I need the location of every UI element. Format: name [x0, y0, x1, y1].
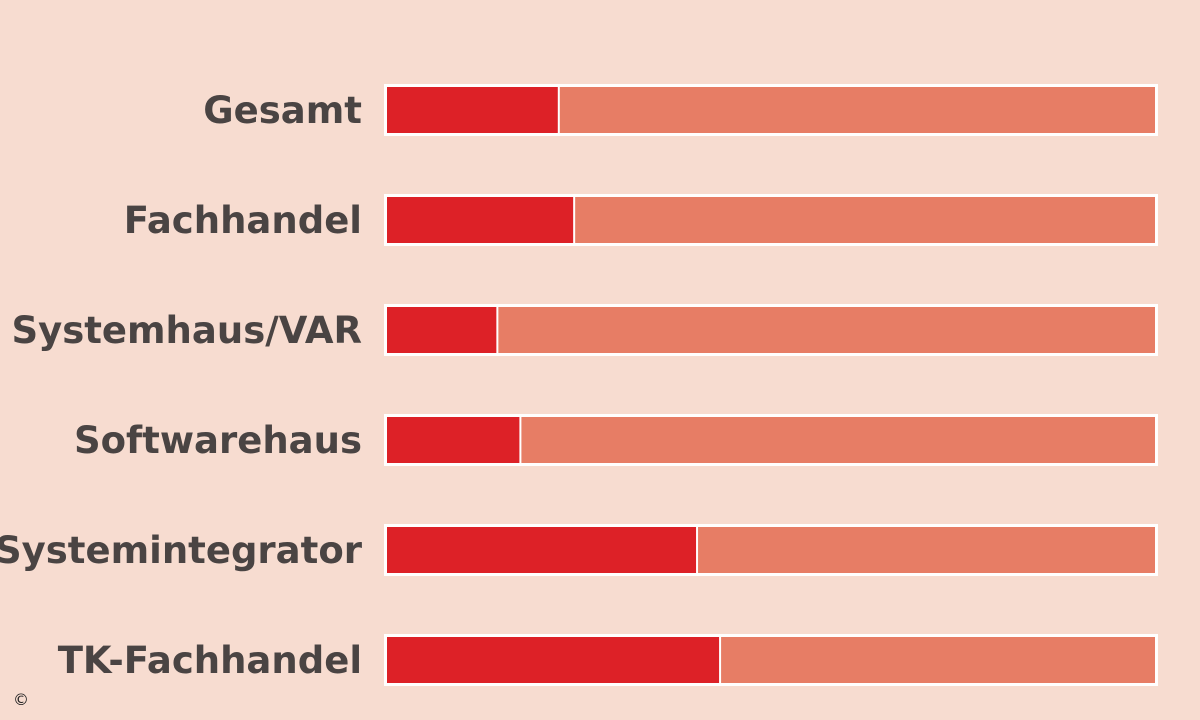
category-label: Fachhandel [124, 199, 362, 242]
bar-segment [521, 417, 1155, 463]
bar-segment [387, 197, 576, 243]
bar-group: Systemintegrator [0, 524, 1158, 576]
category-label: Systemintegrator [0, 529, 363, 572]
bar-segment [698, 527, 1155, 573]
bar-segment [387, 307, 499, 353]
bar-segment [559, 87, 1155, 133]
bar-segment [721, 637, 1155, 683]
bar-segment [498, 307, 1155, 353]
category-label: Gesamt [203, 89, 362, 132]
category-label: Softwarehaus [74, 419, 362, 462]
bar-segment [575, 197, 1155, 243]
copyright-symbol: © [13, 690, 29, 709]
bar-group: TK-Fachhandel [58, 634, 1158, 686]
bar-segment [387, 87, 560, 133]
category-label: Systemhaus/VAR [11, 309, 362, 352]
bar-group: Systemhaus/VAR [11, 304, 1158, 356]
bar-segment [387, 417, 522, 463]
bar-group: Gesamt [203, 84, 1158, 136]
bar-group: Softwarehaus [74, 414, 1158, 466]
bar-segment [387, 527, 699, 573]
category-label: TK-Fachhandel [58, 639, 362, 682]
bar-segment [387, 637, 722, 683]
bar-group: Fachhandel [124, 194, 1158, 246]
